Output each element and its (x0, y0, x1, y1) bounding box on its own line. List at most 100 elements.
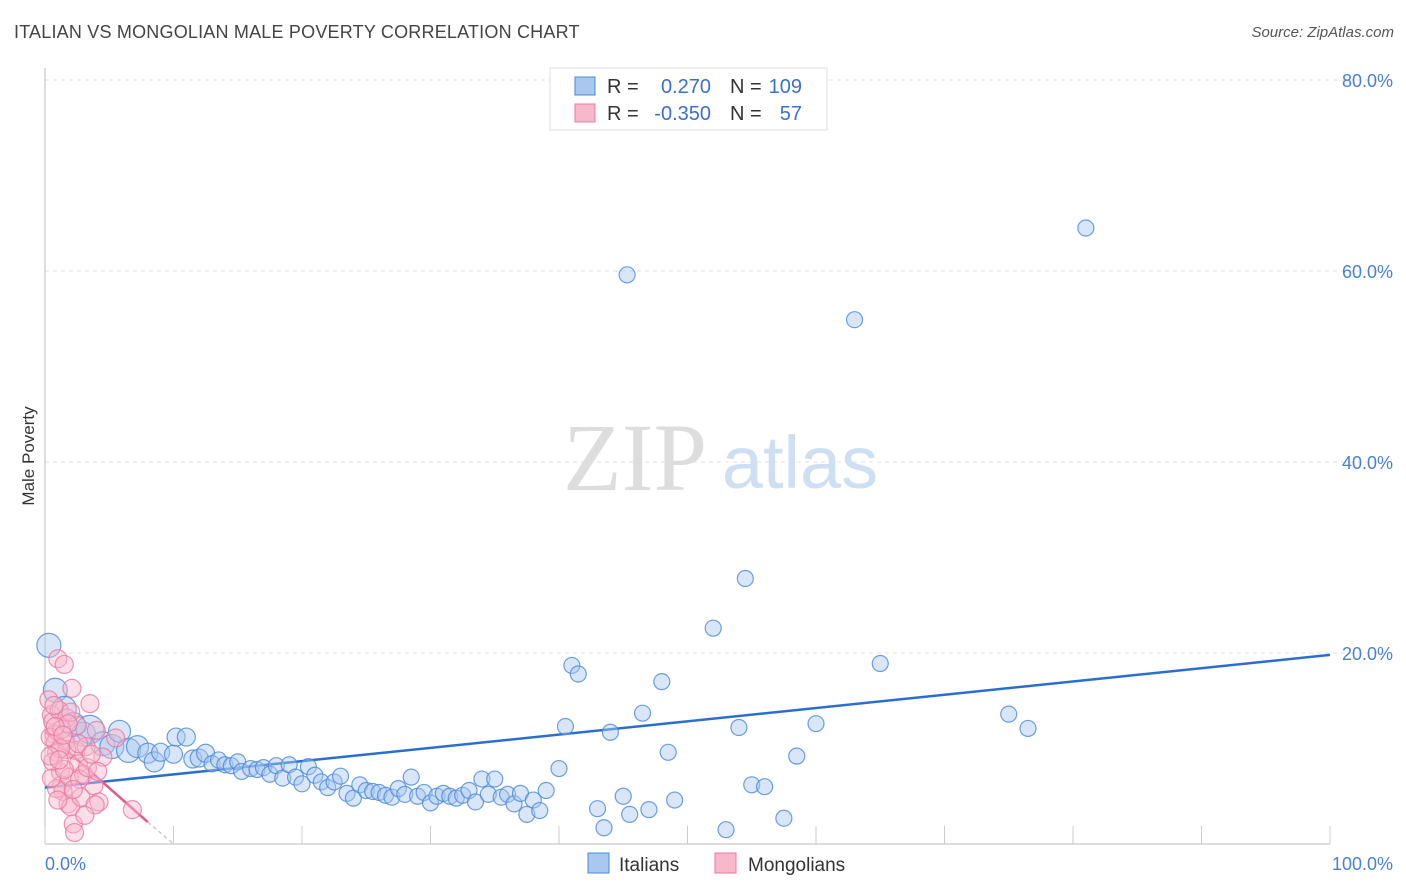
legend-swatch-mongolians (574, 103, 596, 123)
italian-point (505, 795, 523, 813)
mongolian-point (88, 761, 108, 782)
mongolian-point (48, 790, 68, 810)
italian-point (736, 569, 754, 588)
chart-title: ITALIAN VS MONGOLIAN MALE POVERTY CORREL… (14, 22, 580, 42)
italian-point (775, 809, 793, 827)
mongolian-point (93, 747, 113, 767)
italian-point (421, 794, 440, 812)
mongolian-point (57, 739, 77, 760)
data-points (36, 219, 1095, 843)
italian-point (755, 778, 774, 796)
italian-point (531, 801, 549, 820)
mongolian-point (53, 725, 73, 745)
italian-point (486, 770, 504, 788)
y-axis-label: Male Poverty (19, 406, 38, 506)
italians-trend-line (44, 653, 1331, 789)
mongolians-trend-extension (147, 821, 174, 845)
bottom-legend-swatch-italians (587, 852, 610, 874)
y-tick-label: 60.0% (1342, 262, 1393, 282)
mongolian-point (52, 775, 72, 795)
italian-point (653, 673, 671, 691)
legend-n-label: N = (730, 103, 762, 125)
italian-point (499, 785, 517, 803)
mongolian-point (54, 654, 74, 675)
italian-point (441, 787, 459, 805)
italian-point (1000, 705, 1018, 723)
mongolian-point (86, 720, 107, 740)
italian-point (659, 743, 677, 761)
x-tick-label-left: 0.0% (45, 854, 86, 874)
legend-r-value: -0.350 (654, 103, 711, 125)
italian-point (666, 791, 684, 809)
tick-labels: 20.0% 40.0% 60.0% 80.0% 0.0% 100.0% (45, 71, 1393, 874)
italian-point (415, 783, 433, 802)
italian-point (588, 800, 607, 818)
italian-point (261, 765, 279, 783)
legend-r-value: 0.270 (661, 76, 711, 98)
italian-point (286, 768, 305, 786)
italian-point (216, 756, 234, 774)
italian-point (248, 760, 266, 779)
y-tick-label: 20.0% (1342, 644, 1393, 664)
legend-n-label: N = (730, 76, 762, 98)
y-tick-label: 40.0% (1342, 453, 1393, 473)
mongolian-point (81, 744, 101, 764)
italian-point (125, 734, 150, 759)
italian-point (299, 758, 318, 776)
mongolian-point (85, 795, 105, 815)
legend-r-label: R = (607, 103, 639, 125)
italian-point (633, 704, 652, 722)
italian-point (807, 715, 825, 733)
mongolian-point (61, 702, 81, 722)
italian-point (143, 751, 165, 773)
italian-point (595, 819, 613, 837)
italian-point (402, 768, 420, 786)
x-tick-label-right: 100.0% (1332, 854, 1393, 874)
bottom-legend-swatch-mongolians (714, 852, 737, 874)
legend-n-value: 57 (780, 103, 802, 125)
bottom-legend: Italians Mongolians (587, 852, 845, 876)
italian-point (242, 759, 260, 778)
italian-point (319, 779, 337, 797)
legend-frame (549, 67, 828, 131)
italian-point (357, 781, 375, 800)
italian-point (845, 311, 864, 329)
mongolian-point (75, 805, 95, 825)
mongolian-point (49, 750, 69, 770)
axes (44, 68, 1331, 845)
bottom-legend-label-italians: Italians (619, 855, 679, 876)
mongolian-point (122, 800, 142, 820)
italian-point (717, 821, 735, 839)
legend-swatch-italians (574, 76, 596, 96)
mongolian-point (54, 759, 74, 780)
mongolian-point (62, 678, 82, 698)
mongolian-point (70, 769, 90, 789)
italian-point (1019, 719, 1037, 738)
watermark-zip: ZIP (563, 404, 707, 511)
italian-point (730, 718, 748, 737)
legend-box: R = 0.270 N = 109 R = -0.350 N = 57 (549, 67, 828, 131)
italian-point (166, 727, 186, 747)
y-tick-label: 80.0% (1342, 71, 1393, 91)
mongolian-point (44, 695, 64, 716)
grid-lines (45, 79, 1392, 654)
italian-point (479, 785, 497, 803)
mongolian-point (68, 734, 89, 754)
italian-point (518, 805, 536, 823)
italian-point (306, 766, 324, 784)
italian-point (254, 758, 273, 777)
italian-point (293, 775, 311, 793)
watermark-atlas: atlas (722, 421, 878, 504)
italian-point (364, 782, 382, 801)
mongolian-point (64, 822, 85, 843)
italian-point (550, 759, 568, 778)
italian-point (466, 793, 485, 811)
mongolian-point (80, 694, 100, 714)
chart-source: Source: ZipAtlas.com (1251, 24, 1394, 41)
trend-lines (44, 653, 1331, 845)
italian-point (704, 619, 722, 637)
italian-point (473, 770, 491, 788)
italian-point (556, 717, 575, 736)
italian-point (618, 266, 636, 284)
